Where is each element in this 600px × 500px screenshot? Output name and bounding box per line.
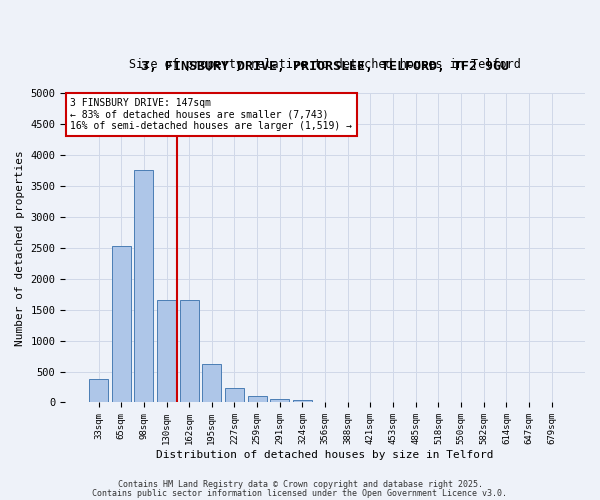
Bar xyxy=(270,400,289,402)
Bar xyxy=(225,388,244,402)
Bar xyxy=(202,364,221,403)
Bar xyxy=(112,246,131,402)
Y-axis label: Number of detached properties: Number of detached properties xyxy=(15,150,25,346)
Bar xyxy=(248,396,267,402)
X-axis label: Distribution of detached houses by size in Telford: Distribution of detached houses by size … xyxy=(157,450,494,460)
Bar xyxy=(157,300,176,402)
Bar xyxy=(293,400,312,402)
Text: 3, FINSBURY DRIVE, PRIORSLEE, TELFORD, TF2 9GU: 3, FINSBURY DRIVE, PRIORSLEE, TELFORD, T… xyxy=(141,60,509,73)
Title: Size of property relative to detached houses in Telford: Size of property relative to detached ho… xyxy=(129,58,521,71)
Text: Contains HM Land Registry data © Crown copyright and database right 2025.: Contains HM Land Registry data © Crown c… xyxy=(118,480,482,489)
Bar xyxy=(89,379,108,402)
Text: Contains public sector information licensed under the Open Government Licence v3: Contains public sector information licen… xyxy=(92,490,508,498)
Bar xyxy=(134,170,154,402)
Bar xyxy=(179,300,199,402)
Text: 3 FINSBURY DRIVE: 147sqm
← 83% of detached houses are smaller (7,743)
16% of sem: 3 FINSBURY DRIVE: 147sqm ← 83% of detach… xyxy=(70,98,352,131)
